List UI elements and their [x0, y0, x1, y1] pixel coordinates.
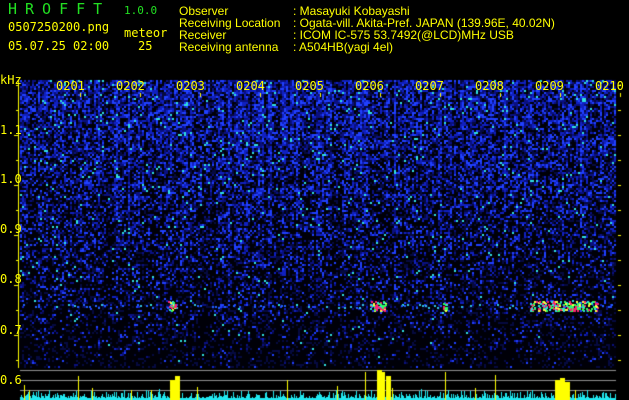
y-tick-label: 0.9 — [0, 222, 22, 236]
location-label: Receiving Location — [179, 16, 281, 30]
meteor-label: meteor — [124, 26, 168, 40]
y-axis-unit: kHz — [0, 73, 22, 87]
time-label: 0209 — [535, 79, 564, 93]
date-time: 05.07.25 02:00 — [8, 39, 110, 53]
time-label: 0204 — [236, 79, 265, 93]
time-label: 0203 — [176, 79, 205, 93]
y-tick-label: 1.1 — [0, 123, 22, 137]
meteor-count: 25 — [138, 39, 153, 53]
y-tick-label: 0.8 — [0, 272, 22, 286]
app-version: 1.0.0 — [124, 4, 158, 17]
location-value: : Ogata-vill. Akita-Pref. JAPAN (139.96E… — [293, 16, 555, 30]
observer-label: Observer — [179, 4, 229, 18]
antenna-value: : A504HB(yagi 4el) — [293, 40, 394, 54]
time-label: 0202 — [116, 79, 145, 93]
receiver-label: Receiver — [179, 28, 227, 42]
time-label: 0206 — [355, 79, 384, 93]
time-label: 0210 — [595, 79, 624, 93]
time-label: 0207 — [415, 79, 444, 93]
y-tick-label: 1.0 — [0, 172, 22, 186]
time-label: 0205 — [295, 79, 324, 93]
file-name: 0507250200.png — [8, 20, 110, 34]
app-title: HROFFT — [8, 0, 111, 18]
time-label: 0208 — [475, 79, 504, 93]
y-tick-label: 0.7 — [0, 323, 22, 337]
y-tick-label: 0.6 — [0, 373, 22, 387]
observer-value: : Masayuki Kobayashi — [293, 4, 410, 18]
receiver-value: : ICOM IC-575 53.7492(@LCD)MHz USB — [293, 28, 514, 42]
time-label: 0201 — [56, 79, 85, 93]
antenna-label: Receiving antenna — [179, 40, 279, 54]
